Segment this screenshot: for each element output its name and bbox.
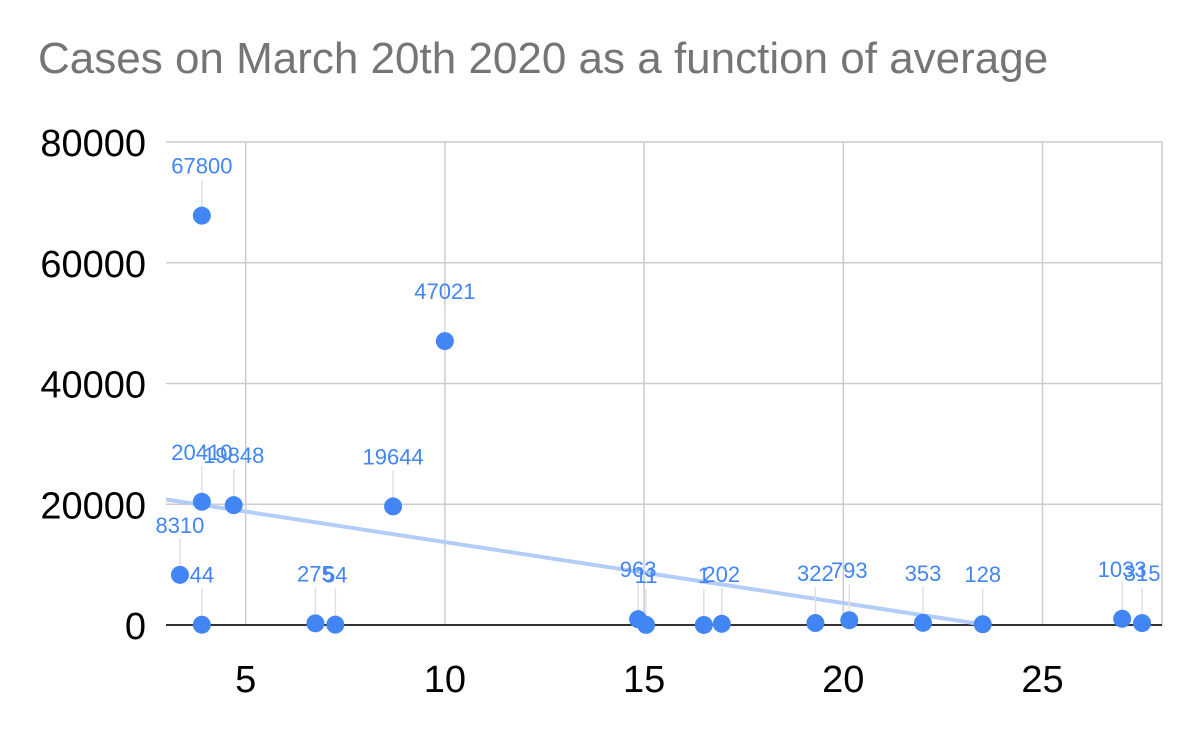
data-point	[637, 615, 656, 634]
y-tick-label: 0	[125, 606, 146, 648]
label-leader-lines	[179, 179, 1143, 617]
data-point	[384, 497, 403, 516]
data-labels: 8310678002041044198482755419644470219631…	[155, 154, 1160, 588]
data-point	[973, 615, 992, 634]
data-point	[224, 496, 243, 515]
data-label: 793	[831, 558, 868, 583]
x-tick-label: 20	[822, 659, 864, 701]
data-label: 54	[323, 563, 347, 588]
data-label: 19848	[203, 443, 264, 468]
data-point	[1113, 609, 1132, 628]
data-point	[840, 611, 859, 630]
data-label: 275	[297, 561, 334, 586]
x-tick-label: 5	[235, 659, 256, 701]
data-label: 47021	[414, 279, 475, 304]
data-label: 1033	[1098, 557, 1147, 582]
y-axis-ticks: 0 20000 40000 60000 80000	[40, 123, 146, 648]
data-point	[326, 615, 345, 634]
data-point	[192, 615, 211, 634]
data-points	[170, 206, 1152, 634]
data-label: 20410	[171, 440, 232, 465]
chart-title: Cases on March 20th 2020 as a function o…	[38, 34, 1049, 83]
grid-lines	[166, 141, 1163, 626]
data-label: 963	[620, 557, 657, 582]
data-label: 202	[703, 562, 740, 587]
y-tick-label: 80000	[40, 123, 146, 165]
data-label: 8310	[155, 513, 204, 538]
x-tick-label: 25	[1021, 659, 1063, 701]
data-point	[694, 615, 713, 634]
data-point	[306, 614, 325, 633]
data-point	[712, 614, 731, 633]
y-tick-label: 60000	[40, 244, 146, 286]
x-tick-label: 15	[623, 659, 665, 701]
y-tick-label: 40000	[40, 365, 146, 407]
y-tick-label: 20000	[40, 485, 146, 527]
x-tick-label: 10	[424, 659, 466, 701]
data-point	[913, 613, 932, 632]
x-axis-ticks: 5 10 15 20 25	[235, 659, 1064, 701]
data-label: 128	[964, 562, 1001, 587]
data-point	[192, 206, 211, 225]
data-point	[192, 492, 211, 511]
data-label: 322	[797, 561, 834, 586]
data-label: 11	[635, 563, 658, 588]
data-label: 315	[1124, 561, 1161, 586]
data-point	[1133, 614, 1152, 633]
data-label: 44	[190, 563, 214, 588]
data-point	[435, 332, 454, 351]
data-label: 353	[905, 561, 942, 586]
data-label: 1	[698, 563, 710, 588]
data-label: 19644	[362, 444, 423, 469]
data-point	[170, 565, 189, 584]
data-point	[806, 614, 825, 633]
data-label: 67800	[171, 154, 232, 179]
